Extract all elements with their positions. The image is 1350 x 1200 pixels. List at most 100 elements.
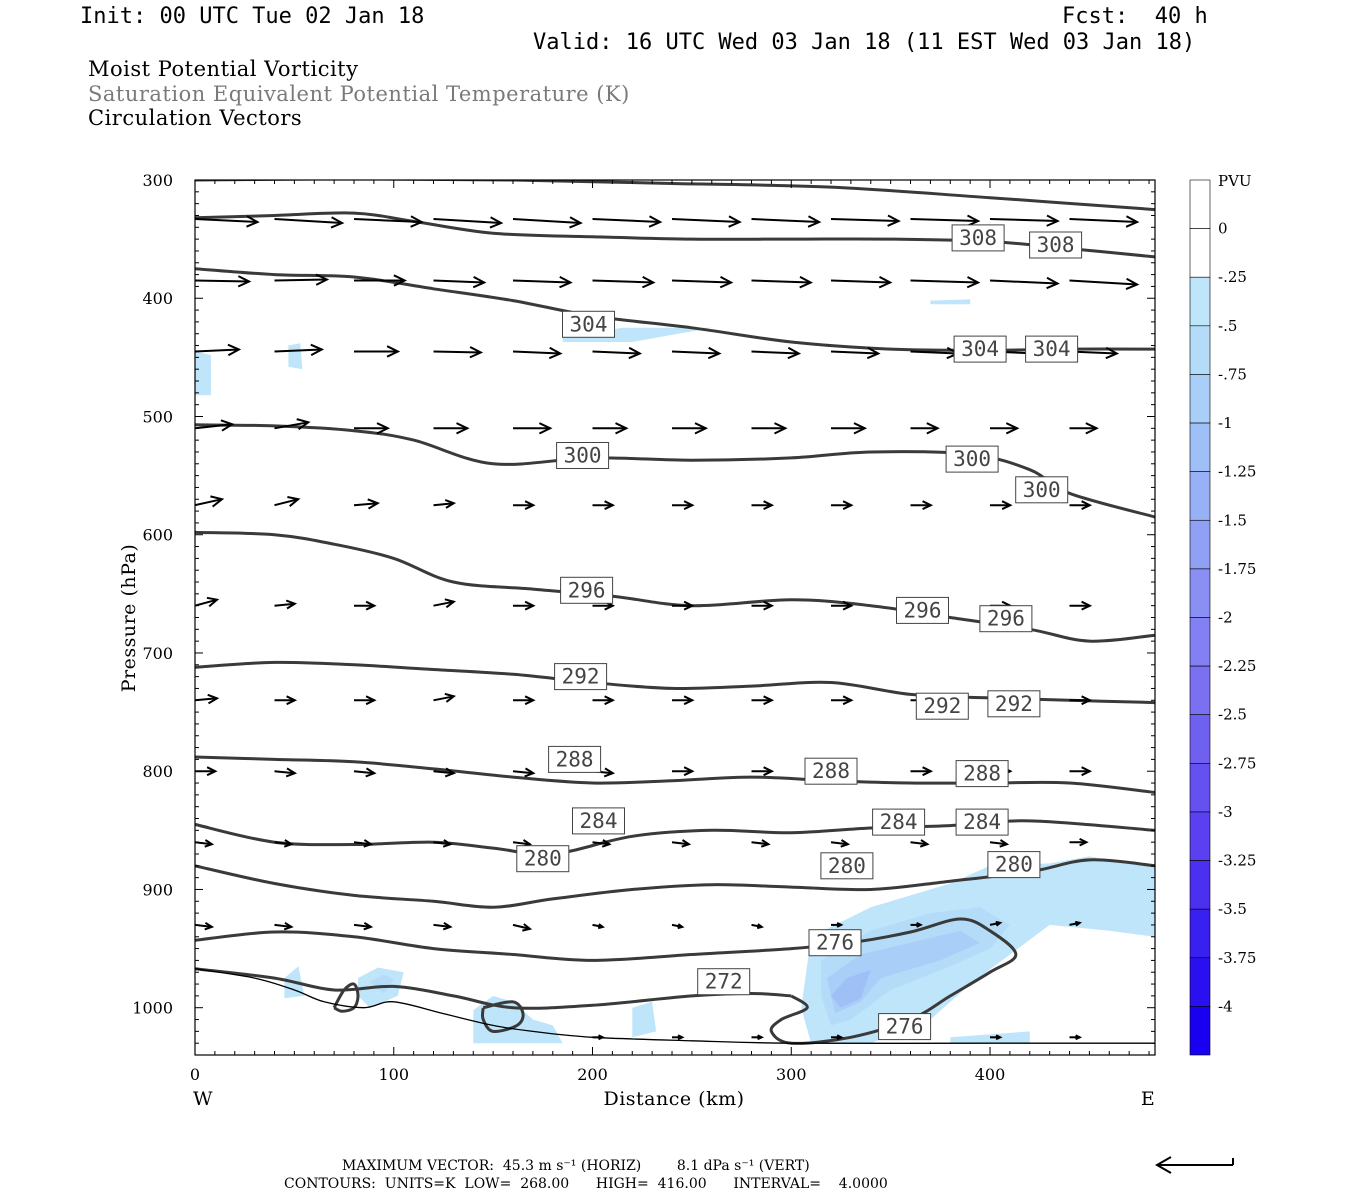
vector-arrow xyxy=(831,922,844,928)
vector-arrow xyxy=(433,346,484,359)
colorbar-swatch xyxy=(1189,179,1211,229)
vector-arrow xyxy=(195,275,252,288)
terrain-line xyxy=(195,968,1155,1045)
contour-label-296: 296 xyxy=(560,576,614,604)
contour-label-276: 276 xyxy=(808,929,862,957)
vector-arrow xyxy=(830,346,881,360)
svg-text:300: 300 xyxy=(1023,478,1061,502)
vector-arrow xyxy=(671,215,742,228)
colorbar-label: -4 xyxy=(1218,997,1233,1015)
contour-label-288: 288 xyxy=(955,760,1009,788)
y-tick-label: 500 xyxy=(142,407,173,426)
contour-label-284: 284 xyxy=(955,808,1009,836)
x-end-west: W xyxy=(193,1088,213,1110)
svg-text:304: 304 xyxy=(1033,337,1071,361)
y-tick-label: 900 xyxy=(142,880,173,899)
contour-label-308: 308 xyxy=(1029,231,1083,259)
vector-arrow xyxy=(513,600,536,611)
svg-text:280: 280 xyxy=(995,853,1033,877)
contour-label-304: 304 xyxy=(953,335,1007,363)
vector-arrow xyxy=(353,767,377,778)
axis-ticks: 300 400 500 600 700 800 900 1000 0 100 200 300 400 xyxy=(132,171,1155,1084)
colorbar-swatch xyxy=(1189,519,1211,570)
vector-arrow xyxy=(831,1034,844,1041)
vector-arrow xyxy=(831,695,854,706)
vector-arrow xyxy=(433,422,470,435)
colorbar-label: 0 xyxy=(1218,220,1228,238)
vector-arrow xyxy=(592,695,616,706)
vector-arrow xyxy=(989,920,1003,927)
isentrope-284 xyxy=(195,819,1155,856)
colorbar-swatch xyxy=(1189,811,1211,861)
vector-arrow xyxy=(512,216,583,229)
isentrope-276 xyxy=(195,917,1018,1045)
isentrope-300 xyxy=(195,423,1155,519)
vector-arrow xyxy=(1069,766,1093,777)
vector-arrow xyxy=(195,693,220,705)
contour-info-note: CONTOURS: UNITS=K LOW= 268.00 HIGH= 416.… xyxy=(284,1176,888,1192)
pv-region-6 xyxy=(827,930,981,1014)
vector-arrow xyxy=(989,276,1060,290)
vector-arrow xyxy=(1069,695,1093,706)
vector-arrow xyxy=(751,600,775,611)
svg-text:280: 280 xyxy=(524,847,562,871)
vector-arrow xyxy=(195,215,260,228)
pv-region-10 xyxy=(369,974,394,994)
y-tick-label: 700 xyxy=(142,644,173,663)
vector-arrow xyxy=(1069,920,1082,927)
vector-arrow xyxy=(354,600,377,611)
vector-arrow xyxy=(751,215,822,228)
contour-label-272: 272 xyxy=(697,968,751,996)
colorbar-label: -1 xyxy=(1218,414,1233,432)
contour-label-300: 300 xyxy=(1015,476,1069,504)
colorbar-swatch xyxy=(1189,860,1211,910)
colorbar-swatch xyxy=(1189,763,1211,813)
vector-arrow xyxy=(592,923,605,930)
contour-label-288: 288 xyxy=(804,757,858,785)
svg-text:292: 292 xyxy=(995,692,1033,716)
vector-arrow xyxy=(672,600,695,611)
colorbar-swatch xyxy=(1189,228,1211,278)
vector-arrow xyxy=(910,922,923,928)
contour-label-304: 304 xyxy=(562,310,615,338)
contour-label-288: 288 xyxy=(548,745,602,773)
vector-arrow xyxy=(592,346,643,360)
vector-arrow xyxy=(751,1034,765,1041)
svg-text:300: 300 xyxy=(564,444,602,468)
colorbar-swatch xyxy=(1189,665,1211,716)
contour-label-300: 300 xyxy=(556,442,610,469)
vector-arrow xyxy=(751,500,775,511)
vector-arrow xyxy=(672,1034,685,1041)
isentrope-288 xyxy=(195,755,1155,794)
init-time: Init: 00 UTC Tue 02 Jan 18 xyxy=(80,4,425,29)
vector-arrow xyxy=(672,500,695,511)
vector-arrow xyxy=(274,767,298,778)
vector-arrow xyxy=(353,839,374,848)
colorbar-swatch xyxy=(1189,325,1211,375)
contour-label-292: 292 xyxy=(915,692,969,720)
colorbar-label: -2.75 xyxy=(1218,754,1256,772)
vector-arrow xyxy=(512,923,533,932)
vector-arrow xyxy=(433,839,453,848)
vector-arrow xyxy=(830,276,893,289)
y-tick-label: 400 xyxy=(142,289,173,308)
contour-label-296: 296 xyxy=(979,605,1033,633)
vector-arrow xyxy=(672,422,709,435)
vector-arrow xyxy=(990,500,1013,511)
colorbar-label: -2 xyxy=(1218,609,1233,627)
vector-arrow xyxy=(512,276,573,289)
svg-text:308: 308 xyxy=(959,226,997,250)
vector-arrow xyxy=(830,214,901,227)
colorbar-label: -2.5 xyxy=(1218,706,1247,724)
pv-region-2 xyxy=(562,327,712,342)
contour-label-292: 292 xyxy=(987,690,1041,718)
max-vector-note: MAXIMUM VECTOR: 45.3 m s⁻¹ (HORIZ) 8.1 d… xyxy=(342,1158,810,1174)
vector-arrow xyxy=(274,343,325,356)
vector-arrow xyxy=(354,274,408,287)
vector-arrow xyxy=(354,695,377,706)
vector-arrow xyxy=(910,500,934,511)
vector-arrow xyxy=(274,695,298,706)
svg-text:304: 304 xyxy=(570,312,608,336)
contour-label-284: 284 xyxy=(572,807,625,835)
svg-text:276: 276 xyxy=(886,1015,924,1039)
